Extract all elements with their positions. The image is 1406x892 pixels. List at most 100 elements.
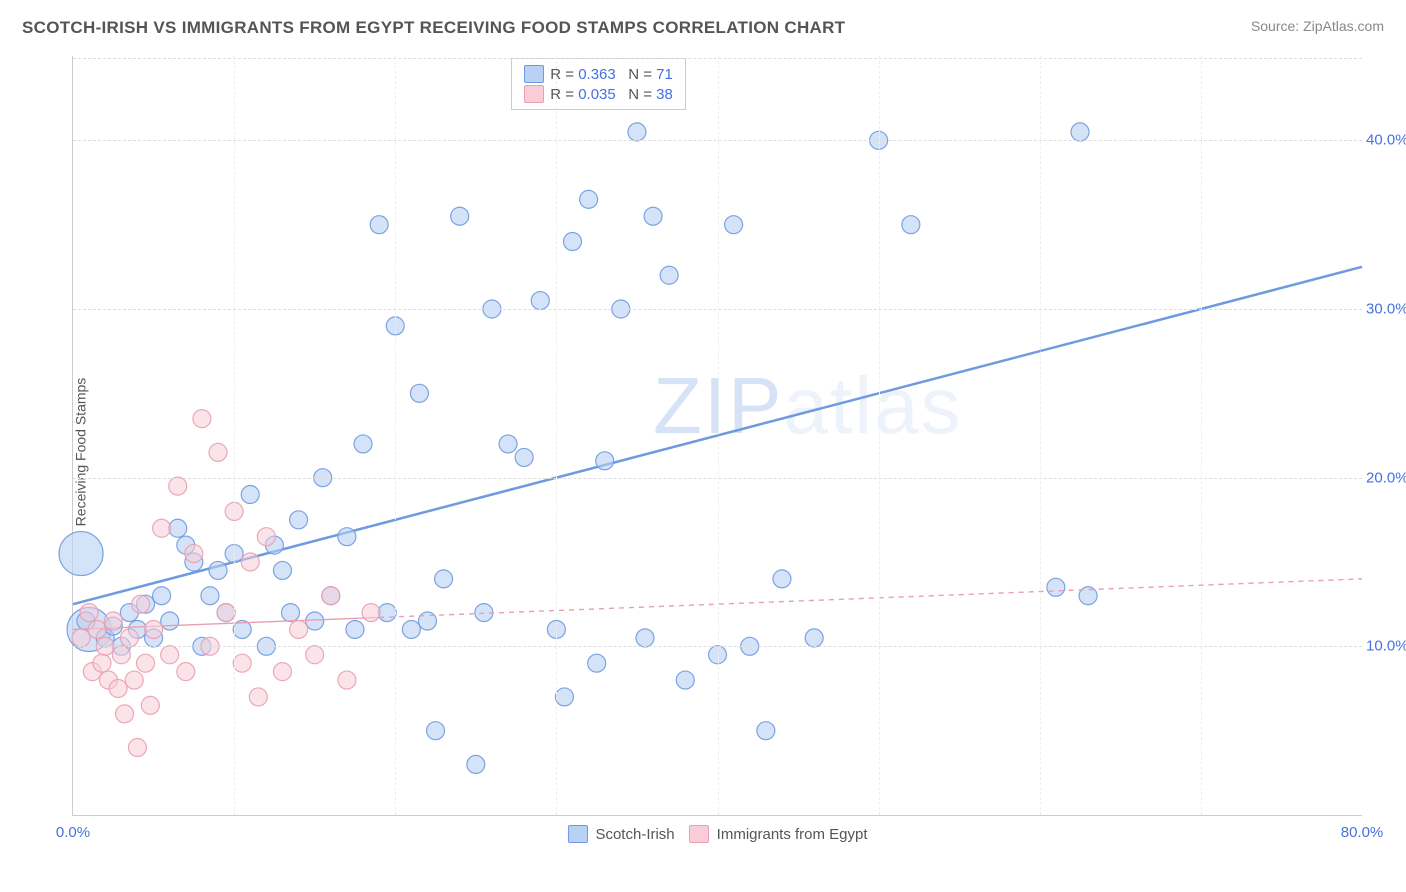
source-prefix: Source: (1251, 18, 1303, 34)
data-point (676, 671, 694, 689)
gridline-v (879, 56, 880, 815)
y-tick-label: 20.0% (1366, 469, 1406, 486)
y-tick-label: 30.0% (1366, 301, 1406, 318)
data-point (306, 612, 324, 630)
chart-title: SCOTCH-IRISH VS IMMIGRANTS FROM EGYPT RE… (22, 18, 845, 38)
data-point (322, 587, 340, 605)
data-point (169, 519, 187, 537)
legend-item: Scotch-Irish (567, 825, 674, 843)
data-point (402, 620, 420, 638)
data-point (217, 604, 235, 622)
legend-series: Scotch-Irish Immigrants from Egypt (567, 825, 867, 843)
data-point (290, 511, 308, 529)
data-point (338, 528, 356, 546)
data-point (109, 680, 127, 698)
legend-swatch (524, 65, 544, 83)
data-point (169, 477, 187, 495)
data-point (137, 654, 155, 672)
legend-swatch (689, 825, 709, 843)
data-point (116, 705, 134, 723)
data-point (141, 696, 159, 714)
data-point (80, 604, 98, 622)
source-link[interactable]: ZipAtlas.com (1303, 18, 1384, 34)
data-point (467, 755, 485, 773)
data-point (362, 604, 380, 622)
data-point (145, 620, 163, 638)
data-point (161, 646, 179, 664)
legend-stats: R = 0.363 N = 71 (550, 66, 673, 83)
data-point (282, 604, 300, 622)
legend-label: Immigrants from Egypt (717, 826, 868, 843)
data-point (902, 216, 920, 234)
data-point (451, 207, 469, 225)
source-credit: Source: ZipAtlas.com (1251, 18, 1384, 34)
legend-correlation: R = 0.363 N = 71 R = 0.035 N = 38 (511, 58, 686, 110)
data-point (153, 519, 171, 537)
data-point (201, 587, 219, 605)
data-point (725, 216, 743, 234)
data-point (370, 216, 388, 234)
data-point (209, 443, 227, 461)
data-point (580, 190, 598, 208)
data-point (128, 739, 146, 757)
data-point (773, 570, 791, 588)
legend-label: Scotch-Irish (595, 826, 674, 843)
data-point (338, 671, 356, 689)
data-point (660, 266, 678, 284)
data-point (249, 688, 267, 706)
data-point (112, 646, 130, 664)
legend-row: R = 0.363 N = 71 (524, 65, 673, 83)
legend-swatch (524, 85, 544, 103)
data-point (273, 561, 291, 579)
data-point (435, 570, 453, 588)
data-point (125, 671, 143, 689)
data-point (257, 528, 275, 546)
y-tick-label: 40.0% (1366, 132, 1406, 149)
data-point (241, 553, 259, 571)
data-point (499, 435, 517, 453)
gridline-v (395, 56, 396, 815)
plot-area: ZIPatlas R = 0.363 N = 71R = 0.035 N = 3… (72, 56, 1362, 816)
legend-item: Immigrants from Egypt (689, 825, 868, 843)
x-tick-label: 0.0% (56, 824, 90, 841)
gridline-v (718, 56, 719, 815)
data-point (132, 595, 150, 613)
data-point (588, 654, 606, 672)
data-point (120, 629, 138, 647)
trend-line (379, 579, 1362, 618)
data-point (515, 448, 533, 466)
data-point (59, 532, 103, 576)
data-point (233, 654, 251, 672)
gridline-v (1040, 56, 1041, 815)
data-point (628, 123, 646, 141)
gridline-v (234, 56, 235, 815)
data-point (410, 384, 428, 402)
data-point (177, 663, 195, 681)
data-point (161, 612, 179, 630)
data-point (185, 545, 203, 563)
data-point (290, 620, 308, 638)
data-point (354, 435, 372, 453)
y-tick-label: 10.0% (1366, 638, 1406, 655)
data-point (241, 486, 259, 504)
data-point (88, 620, 106, 638)
data-point (757, 722, 775, 740)
data-point (563, 233, 581, 251)
data-point (596, 452, 614, 470)
data-point (93, 654, 111, 672)
legend-row: R = 0.035 N = 38 (524, 85, 673, 103)
data-point (378, 604, 396, 622)
data-point (72, 629, 90, 647)
data-point (1071, 123, 1089, 141)
legend-stats: R = 0.035 N = 38 (550, 86, 673, 103)
x-tick-label: 80.0% (1341, 824, 1384, 841)
data-point (273, 663, 291, 681)
gridline-v (556, 56, 557, 815)
data-point (104, 612, 122, 630)
data-point (636, 629, 654, 647)
legend-swatch (567, 825, 587, 843)
data-point (427, 722, 445, 740)
data-point (531, 292, 549, 310)
data-point (1047, 578, 1065, 596)
gridline-v (1201, 56, 1202, 815)
